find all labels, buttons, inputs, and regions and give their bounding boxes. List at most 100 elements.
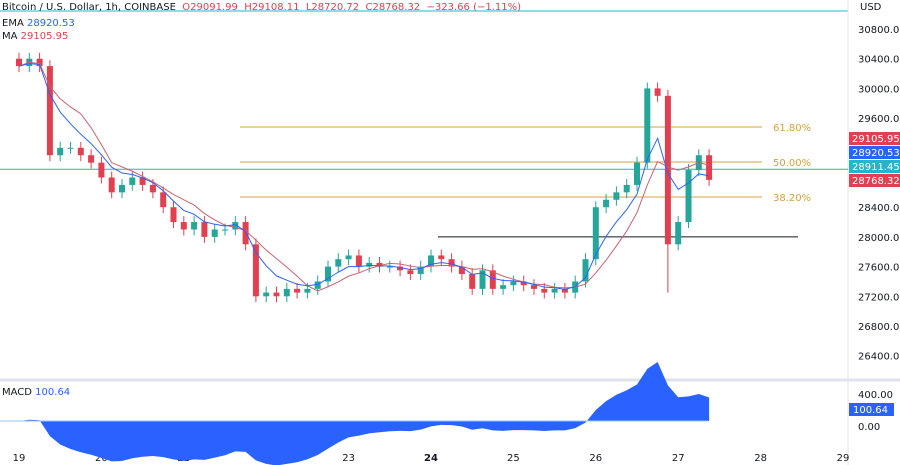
candle-body: [57, 147, 64, 156]
candle-body: [489, 270, 496, 289]
candle-body: [170, 207, 177, 223]
candle-body: [211, 229, 218, 237]
y-tick-label: 30400.00: [858, 55, 900, 66]
candle-body: [88, 155, 95, 163]
candle-body: [458, 266, 465, 275]
candle-body: [386, 266, 393, 268]
candle-body: [191, 222, 198, 230]
candle-body: [500, 285, 507, 289]
macd-axis-label: 0.00: [858, 422, 880, 433]
y-tick-label: 30000.00: [858, 84, 900, 95]
candle-body: [664, 95, 671, 245]
candle-body: [283, 288, 290, 297]
price-tag: [849, 160, 900, 173]
candle-body: [77, 147, 84, 156]
price-tag: [849, 132, 900, 145]
candle-body: [397, 266, 404, 271]
x-tick-label: 26: [589, 453, 602, 464]
candle-body: [263, 292, 270, 297]
macd-value: 100.64: [35, 387, 71, 398]
candle-body: [294, 288, 301, 293]
ma-label: MA: [2, 31, 18, 42]
symbol-legend: Bitcoin / U.S. Dollar, 1h, COINBASE O290…: [2, 2, 521, 13]
candle-body: [417, 266, 424, 275]
ma-line: [18, 61, 710, 292]
macd-label: MACD: [2, 387, 32, 398]
candle-body: [119, 184, 125, 193]
ohlc-low: L28720.72: [305, 2, 360, 13]
candle-body: [98, 162, 105, 178]
y-tick-label: 28000.00: [858, 233, 900, 244]
currency-label: USD: [860, 2, 882, 13]
candle-body: [16, 58, 22, 67]
candle-body: [108, 177, 115, 193]
candle-body: [592, 207, 599, 260]
candle-body: [46, 66, 53, 156]
candle-body: [603, 199, 610, 208]
candle-body: [479, 270, 486, 289]
ohlc-open: O29091.99: [182, 2, 238, 13]
fib-level-label: 61.80%: [773, 123, 811, 134]
ohlc-close: C28768.32: [365, 2, 421, 13]
y-tick-label: 28400.00: [858, 203, 900, 214]
candle-body: [561, 288, 568, 293]
ohlc-high: H29108.11: [244, 2, 300, 13]
candle-body: [448, 259, 455, 267]
candle-body: [366, 262, 373, 267]
candle-body: [252, 244, 259, 297]
candle-body: [345, 255, 352, 260]
ma-legend[interactable]: MA 29105.95: [2, 31, 68, 42]
x-tick-label: 19: [13, 453, 26, 464]
candle-body: [149, 184, 156, 193]
price-tag: [849, 146, 900, 159]
candle-body: [531, 285, 537, 289]
candle-body: [654, 88, 661, 96]
candle-body: [675, 222, 682, 245]
y-tick-label: 26400.00: [858, 352, 900, 363]
price-tag: [849, 174, 900, 187]
price-tag-label: 28920.53: [852, 148, 900, 159]
ema-legend[interactable]: EMA 28920.53: [2, 18, 75, 29]
candle-body: [273, 292, 280, 297]
y-tick-label: 30800.00: [858, 25, 900, 36]
candle-body: [376, 262, 383, 267]
x-tick-label: 24: [424, 453, 438, 464]
candle-body: [541, 288, 548, 293]
macd-legend[interactable]: MACD 100.64: [2, 387, 70, 398]
candle-body: [428, 255, 434, 267]
ema-value: 28920.53: [26, 18, 75, 29]
candle-body: [325, 266, 331, 282]
ema-label: EMA: [2, 18, 24, 29]
candle-body: [438, 255, 445, 260]
candle-body: [685, 170, 692, 223]
candle-body: [623, 184, 630, 193]
candle-body: [613, 192, 620, 200]
y-tick-label: 27600.00: [858, 263, 900, 274]
candle-body: [129, 177, 136, 185]
candle-body: [335, 259, 342, 267]
candle-body: [582, 259, 589, 282]
candle-body: [201, 222, 208, 237]
candle-body: [510, 281, 517, 286]
candle-body: [139, 177, 146, 185]
macd-area: [19, 361, 710, 465]
price-tag-label: 28768.32: [852, 176, 900, 187]
candle-body: [520, 281, 527, 286]
candle-body: [634, 162, 640, 185]
candle-body: [551, 288, 558, 293]
price-tag-label: 28911.45: [852, 162, 900, 173]
ema-line: [18, 63, 710, 290]
y-tick-label: 27200.00: [858, 292, 900, 303]
symbol-title: Bitcoin / U.S. Dollar, 1h, COINBASE: [2, 2, 176, 13]
price-tag-label: 29105.95: [852, 134, 900, 145]
x-tick-label: 28: [754, 453, 767, 464]
candle-body: [644, 88, 651, 163]
x-tick-label: 29: [837, 453, 850, 464]
candle-body: [160, 192, 167, 208]
candle-body: [706, 155, 713, 180]
candle-body: [304, 288, 311, 293]
x-tick-label: 27: [672, 453, 685, 464]
macd-axis-label: 400.00: [858, 390, 893, 401]
candle-body: [469, 274, 476, 289]
